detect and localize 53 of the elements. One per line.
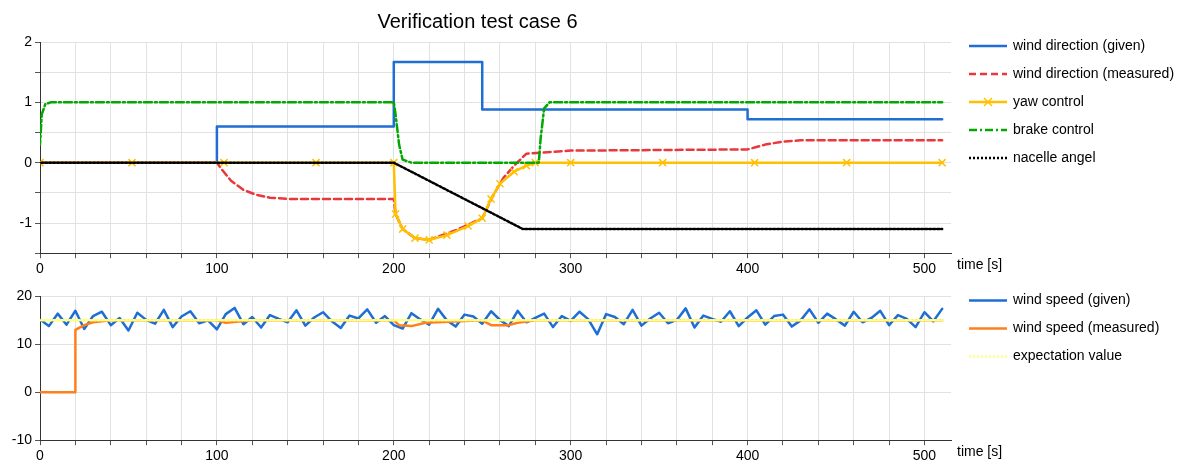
- x-axis-title: time [s]: [957, 256, 1003, 273]
- x-tick-label: 100: [205, 260, 229, 277]
- point: [463, 221, 473, 231]
- point: [522, 161, 531, 170]
- point: [842, 158, 851, 167]
- line-series: [40, 101, 944, 164]
- y-tick-label: 0: [24, 153, 33, 170]
- x-tick-label: 500: [912, 447, 937, 464]
- point: [389, 158, 399, 167]
- x-tick-label: 100: [205, 447, 229, 464]
- x-tick-label: 0: [36, 260, 45, 277]
- legend-label: expectation value: [1013, 347, 1123, 364]
- legend-label: brake control: [1013, 120, 1094, 137]
- point: [477, 213, 487, 223]
- legend-label: wind direction (measured): [1012, 64, 1175, 81]
- point: [442, 230, 452, 240]
- point: [391, 209, 400, 219]
- y-tick-label: 20: [16, 287, 33, 304]
- x-tick-label: 400: [735, 447, 760, 464]
- x-tick-label: 500: [912, 260, 937, 277]
- point: [486, 194, 496, 204]
- y-tick-label: 1: [24, 93, 33, 110]
- point: [219, 158, 229, 167]
- x-tick-label: 200: [382, 447, 406, 464]
- y-tick-label: -10: [11, 431, 33, 448]
- legend-label: wind speed (measured): [1012, 319, 1160, 336]
- legend-label: nacelle angel: [1013, 148, 1096, 165]
- y-tick-label: -1: [19, 213, 33, 230]
- y-tick-label: 2: [24, 32, 33, 49]
- point: [566, 158, 575, 167]
- x-tick-label: 300: [559, 260, 583, 277]
- point: [127, 158, 137, 167]
- x-tick-label: 0: [36, 447, 45, 464]
- x-tick-label: 300: [559, 447, 583, 464]
- point: [509, 167, 519, 177]
- point: [398, 224, 407, 234]
- point: [311, 158, 321, 167]
- y-tick-label: 0: [24, 383, 33, 400]
- point: [750, 158, 759, 167]
- x-axis-title: time [s]: [957, 443, 1003, 460]
- y-tick-label: 10: [16, 335, 33, 352]
- x-tick-label: 400: [735, 260, 760, 277]
- point: [937, 158, 947, 167]
- point: [658, 158, 667, 167]
- legend-label: yaw control: [1013, 92, 1084, 109]
- point: [495, 179, 505, 189]
- legend-label: wind direction (given): [1012, 36, 1146, 53]
- point: [531, 158, 540, 167]
- x-tick-label: 200: [382, 260, 406, 277]
- legend-label: wind speed (given): [1012, 291, 1131, 308]
- chart-title: Verification test case 6: [377, 9, 578, 32]
- point: [410, 233, 420, 243]
- point: [424, 235, 434, 245]
